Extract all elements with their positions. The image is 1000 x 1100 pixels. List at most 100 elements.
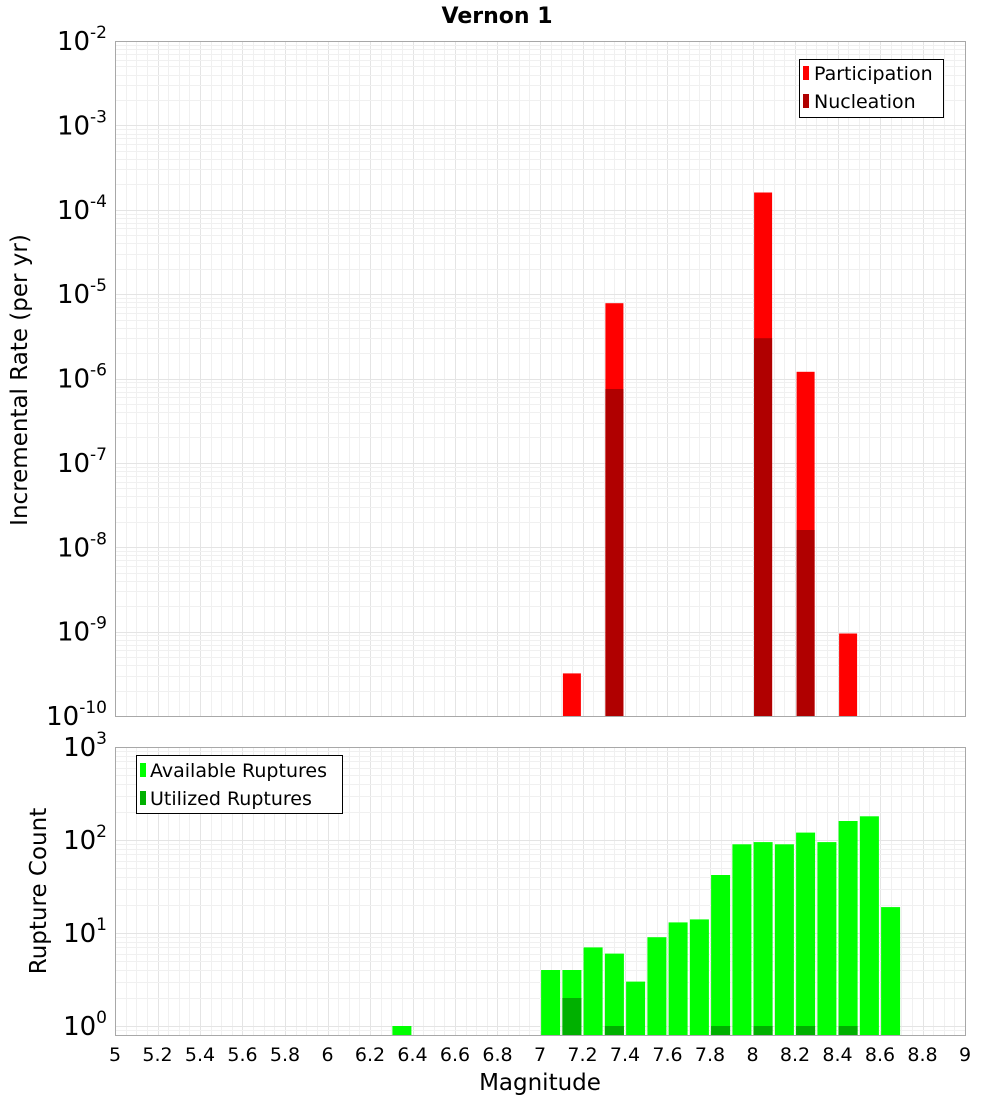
bottom-y-tick-exp: 1 — [96, 915, 107, 935]
x-tick-label: 8.8 — [907, 1044, 937, 1066]
top-y-tick-label: 10-3 — [57, 107, 107, 141]
top-y-tick-exp: -2 — [90, 23, 107, 43]
x-tick-label: 6.2 — [355, 1044, 385, 1066]
top-y-tick-base: 10 — [57, 196, 90, 226]
top-plot-frame — [115, 41, 966, 717]
top-y-tick-base: 10 — [57, 449, 90, 479]
bottom-y-tick-base: 10 — [63, 733, 96, 763]
top-y-tick-label: 10-2 — [57, 23, 107, 57]
x-tick-label: 7.2 — [567, 1044, 597, 1066]
bottom-y-tick-base: 10 — [63, 826, 96, 856]
bottom-bar-utilized-ruptures — [838, 1026, 858, 1035]
bottom-legend-box — [136, 755, 343, 814]
bottom-bar-available-ruptures — [859, 816, 879, 1035]
x-tick-label: 6.6 — [440, 1044, 470, 1066]
x-tick-label: 6 — [321, 1044, 333, 1066]
x-tick-label: 5.2 — [142, 1044, 172, 1066]
x-tick-label: 5 — [109, 1044, 121, 1066]
bottom-bar-available-ruptures — [753, 842, 773, 1035]
bottom-bar-utilized-ruptures — [753, 1026, 773, 1035]
bottom-bar-available-ruptures — [541, 970, 561, 1035]
x-tick-label: 6.8 — [482, 1044, 512, 1066]
bottom-legend: Available Ruptures Utilized Ruptures — [136, 755, 343, 814]
bottom-y-tick-label: 102 — [63, 822, 107, 856]
top-y-tick-exp: -5 — [90, 276, 107, 296]
top-bar-nucleation — [796, 530, 815, 716]
bottom-plot-frame — [115, 747, 966, 1036]
top-y-tick-exp: -10 — [79, 698, 107, 718]
bottom-bar-available-ruptures — [647, 937, 667, 1035]
top-bar-nucleation — [605, 389, 624, 716]
legend-available-label: Available Ruptures — [150, 760, 327, 782]
bottom-bar-available-ruptures — [689, 919, 709, 1035]
top-y-tick-base: 10 — [46, 702, 79, 732]
x-tick-label: 8.2 — [780, 1044, 810, 1066]
legend-utilized-label: Utilized Ruptures — [150, 788, 312, 810]
x-axis-label: Magnitude — [479, 1070, 601, 1096]
legend-nucleation-swatch — [803, 94, 809, 108]
top-y-tick-base: 10 — [57, 280, 90, 310]
x-tick-label: 6.4 — [397, 1044, 427, 1066]
x-tick-label: 5.4 — [185, 1044, 215, 1066]
bottom-bar-available-ruptures — [626, 981, 646, 1035]
bottom-bar-utilized-ruptures — [562, 998, 582, 1035]
top-y-tick-base: 10 — [57, 365, 90, 395]
top-y-tick-label: 10-10 — [46, 698, 107, 732]
legend-utilized-swatch — [140, 791, 146, 805]
top-y-tick-base: 10 — [57, 111, 90, 141]
bottom-bar-available-ruptures — [668, 922, 688, 1035]
top-grid — [115, 41, 966, 717]
top-y-tick-exp: -3 — [90, 107, 107, 127]
bottom-y-tick-exp: 0 — [96, 1008, 107, 1028]
legend-nucleation-label: Nucleation — [814, 91, 916, 113]
top-y-tick-base: 10 — [57, 618, 90, 648]
x-tick-label: 7 — [534, 1044, 546, 1066]
top-y-tick-exp: -8 — [90, 529, 107, 549]
bottom-y-tick-label: 103 — [63, 729, 107, 763]
top-y-tick-exp: -4 — [90, 192, 107, 212]
bottom-bar-available-ruptures — [838, 821, 858, 1035]
top-y-tick-label: 10-9 — [57, 614, 107, 648]
x-tick-label: 7.4 — [610, 1044, 640, 1066]
bottom-bar-available-ruptures — [881, 907, 901, 1035]
bottom-bar-available-ruptures — [583, 947, 603, 1035]
legend-participation-label: Participation — [814, 63, 933, 85]
bottom-bar-utilized-ruptures — [796, 1026, 816, 1035]
x-tick-label: 9 — [959, 1044, 971, 1066]
top-y-tick-exp: -6 — [90, 361, 107, 381]
bottom-bar-utilized-ruptures — [604, 1026, 624, 1035]
bottom-bar-available-ruptures — [817, 842, 837, 1035]
bottom-y-axis-label: Rupture Count — [26, 808, 52, 974]
legend-participation-swatch — [803, 66, 809, 80]
chart-title: Vernon 1 — [442, 4, 553, 29]
x-tick-label: 7.6 — [652, 1044, 682, 1066]
bottom-y-tick-exp: 2 — [96, 822, 107, 842]
x-tick-label: 5.6 — [227, 1044, 257, 1066]
bottom-bars — [392, 816, 901, 1035]
top-legend-box — [799, 59, 944, 118]
bottom-y-tick-label: 101 — [63, 915, 107, 949]
x-tick-label: 5.8 — [270, 1044, 300, 1066]
top-y-tick-label: 10-6 — [57, 361, 107, 395]
bottom-bar-available-ruptures — [774, 844, 794, 1035]
bottom-bar-available-ruptures — [732, 844, 752, 1035]
top-y-tick-base: 10 — [57, 533, 90, 563]
bottom-bar-available-ruptures — [392, 1026, 412, 1035]
top-y-tick-label: 10-5 — [57, 276, 107, 310]
top-bar-participation — [839, 633, 858, 716]
x-tick-label: 8 — [746, 1044, 758, 1066]
top-y-tick-label: 10-8 — [57, 529, 107, 563]
bottom-bar-available-ruptures — [604, 953, 624, 1035]
bottom-y-tick-label: 100 — [63, 1008, 107, 1042]
top-bar-nucleation — [754, 338, 773, 716]
top-y-tick-label: 10-4 — [57, 192, 107, 226]
x-tick-label: 8.6 — [865, 1044, 895, 1066]
bottom-bar-available-ruptures — [711, 875, 731, 1035]
top-y-axis-label: Incremental Rate (per yr) — [7, 234, 33, 526]
bottom-bar-available-ruptures — [796, 832, 816, 1035]
